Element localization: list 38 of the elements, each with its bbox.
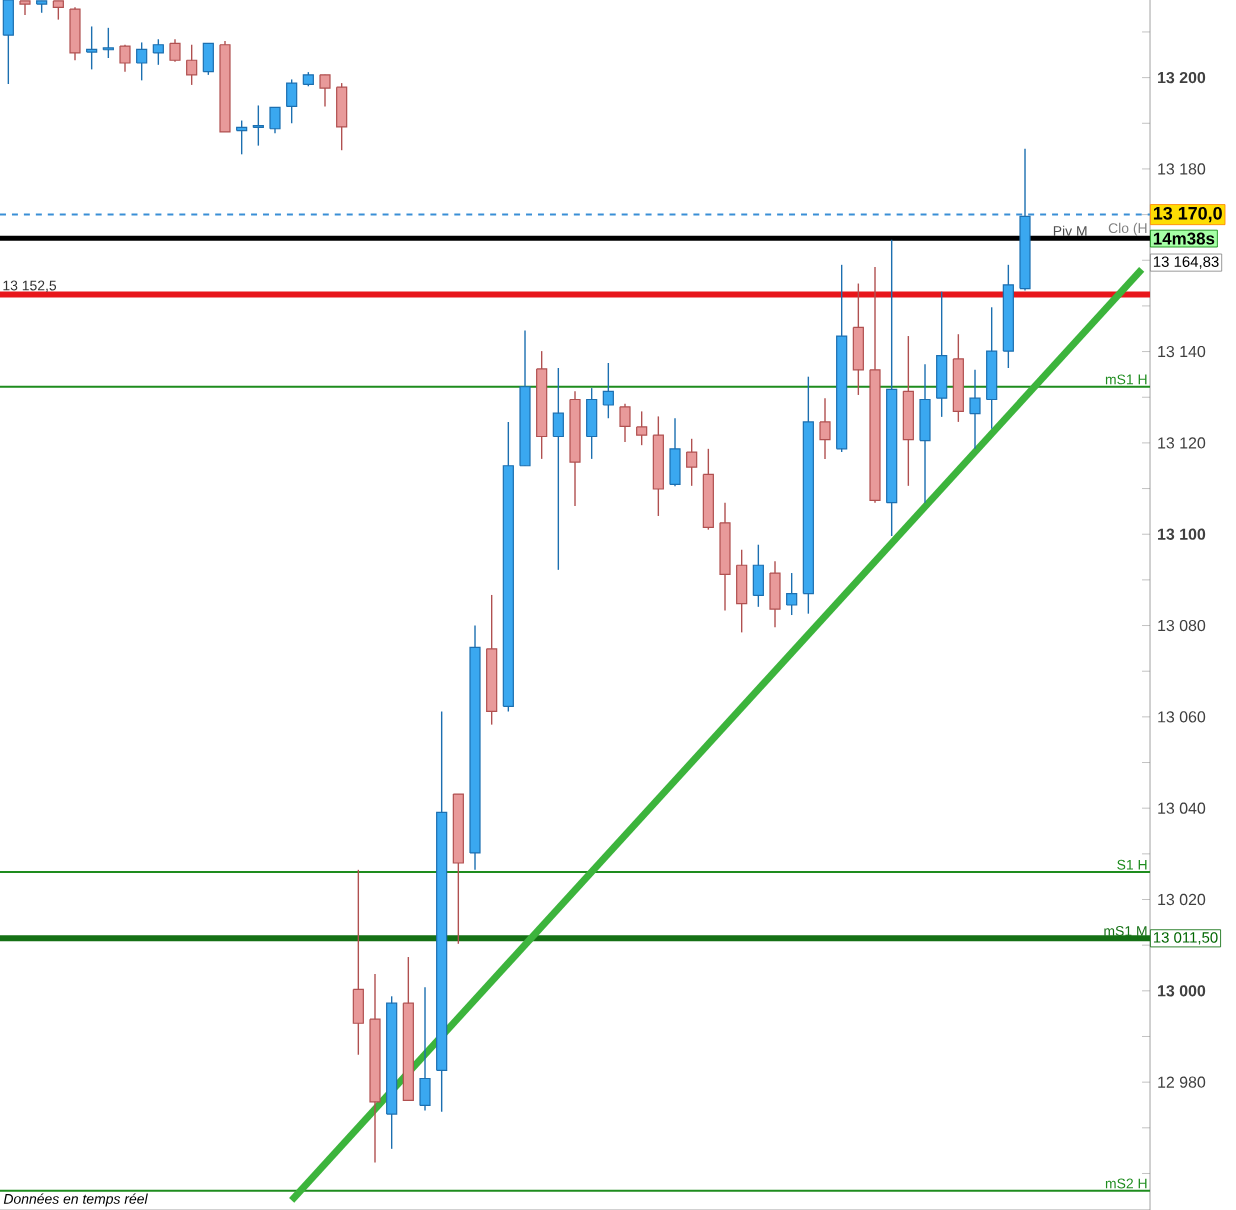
candlestick — [736, 549, 748, 634]
candlestick — [552, 367, 564, 571]
candlestick — [286, 78, 298, 124]
candlestick — [202, 42, 214, 76]
candlestick — [819, 397, 831, 460]
candlestick — [619, 402, 631, 443]
candlestick — [336, 82, 348, 151]
candlestick — [969, 369, 981, 450]
candlestick — [636, 410, 648, 446]
candlestick — [319, 74, 331, 108]
candlestick — [52, 0, 64, 21]
candlestick — [169, 38, 181, 63]
candlestick — [352, 869, 364, 1056]
candlestick — [2, 0, 14, 85]
candlestick — [69, 6, 81, 61]
candlestick — [252, 104, 264, 147]
candlestick — [86, 25, 98, 71]
candlestick — [602, 362, 614, 419]
candlestick — [669, 417, 681, 487]
candlestick — [769, 560, 781, 629]
candlestick — [152, 38, 164, 66]
text: 14m38s — [1153, 232, 1215, 245]
candlestick — [19, 0, 31, 16]
candlestick — [136, 41, 148, 82]
candlestick — [269, 106, 281, 135]
candlestick — [936, 291, 948, 418]
candlestick — [852, 282, 864, 396]
candlestick — [102, 27, 114, 59]
candlestick — [419, 986, 431, 1112]
candlestick — [586, 387, 598, 460]
candlestick — [186, 44, 198, 86]
candlestick — [119, 44, 131, 73]
candlestick — [236, 119, 248, 156]
candlestick — [919, 363, 931, 504]
candlestick — [686, 438, 698, 487]
candlestick — [752, 544, 764, 608]
candlestick — [786, 572, 798, 616]
text: 13 170,0 — [1153, 206, 1222, 223]
